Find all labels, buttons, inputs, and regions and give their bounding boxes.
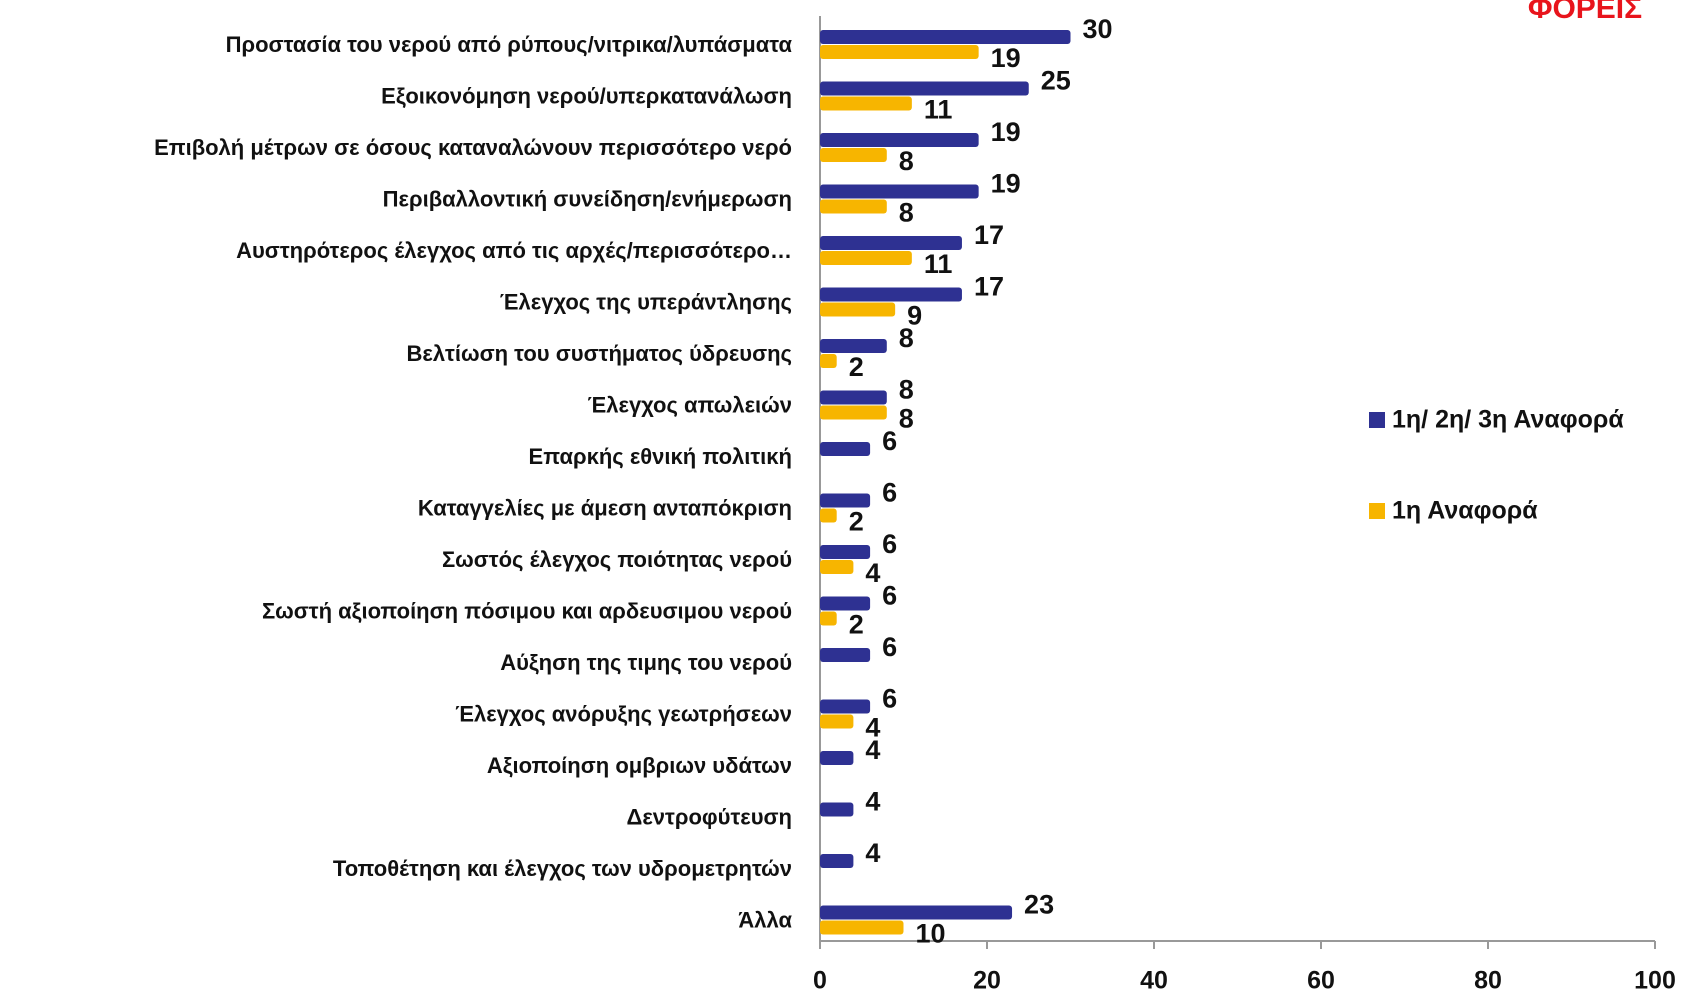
value-label: 9 bbox=[907, 301, 922, 331]
value-label: 11 bbox=[924, 95, 953, 125]
bar bbox=[820, 339, 887, 353]
category-label: Έλεγχος απωλειών bbox=[588, 392, 793, 417]
value-label: 2 bbox=[849, 610, 864, 640]
bar bbox=[820, 45, 979, 59]
bar bbox=[820, 854, 854, 868]
bar bbox=[820, 199, 887, 214]
bar bbox=[820, 905, 1013, 920]
bar bbox=[820, 184, 979, 199]
bar bbox=[820, 405, 887, 420]
category-label: Αξιοποίηση ομβριων υδάτων bbox=[487, 753, 792, 778]
value-label: 19 bbox=[991, 169, 1021, 199]
bar bbox=[820, 302, 896, 317]
bar bbox=[820, 287, 962, 302]
bar bbox=[820, 81, 1029, 96]
x-tick-label: 20 bbox=[973, 967, 1001, 995]
category-label: Προστασία του νερού από ρύπους/νιτρικα/λ… bbox=[226, 32, 793, 57]
bar bbox=[820, 751, 854, 765]
bar bbox=[820, 611, 837, 626]
bar bbox=[820, 648, 871, 662]
category-label: Άλλα bbox=[738, 907, 792, 932]
value-label: 2 bbox=[849, 507, 864, 537]
chart-title: ΦΟΡΕΙΣ bbox=[1528, 0, 1642, 25]
value-label: 23 bbox=[1024, 890, 1054, 920]
value-label: 8 bbox=[899, 146, 914, 176]
value-label: 25 bbox=[1041, 66, 1071, 96]
value-label: 6 bbox=[882, 478, 897, 508]
value-label: 6 bbox=[882, 684, 897, 714]
value-label: 8 bbox=[899, 323, 914, 353]
category-label: Βελτίωση του συστήματος ύδρευσης bbox=[406, 341, 792, 366]
category-label: Σωστός έλεγχος ποιότητας νερού bbox=[442, 547, 792, 572]
value-label: 8 bbox=[899, 404, 914, 434]
bar bbox=[820, 354, 837, 368]
value-label: 10 bbox=[916, 919, 946, 949]
bar bbox=[820, 508, 837, 523]
category-label: Έλεγχος της υπεράντλησης bbox=[500, 289, 792, 314]
legend-swatch bbox=[1369, 412, 1385, 428]
bar bbox=[820, 133, 979, 147]
bar bbox=[820, 802, 854, 817]
bar bbox=[820, 390, 887, 405]
bar bbox=[820, 714, 854, 729]
legend-swatch bbox=[1369, 503, 1385, 519]
x-tick-label: 40 bbox=[1140, 967, 1168, 995]
value-label: 4 bbox=[865, 838, 880, 868]
value-label: 6 bbox=[882, 426, 897, 456]
value-label: 17 bbox=[974, 272, 1004, 302]
category-label: Επιβολή μέτρων σε όσους καταναλώνουν περ… bbox=[154, 135, 792, 160]
category-label: Επαρκής εθνική πολιτική bbox=[529, 444, 792, 469]
bar bbox=[820, 699, 871, 714]
legend-label: 1η/ 2η/ 3η Αναφορά bbox=[1392, 406, 1624, 434]
category-label: Εξοικονόμηση νερού/υπερκατανάλωση bbox=[381, 83, 792, 108]
value-label: 17 bbox=[974, 220, 1004, 250]
category-label: Σωστή αξιοποίηση πόσιμου και αρδευσιμου … bbox=[262, 598, 792, 623]
value-label: 6 bbox=[882, 529, 897, 559]
value-label: 11 bbox=[924, 249, 953, 279]
value-label: 19 bbox=[991, 43, 1021, 73]
bar bbox=[820, 236, 962, 250]
value-label: 4 bbox=[865, 558, 880, 588]
bar bbox=[820, 96, 912, 111]
bar bbox=[820, 30, 1071, 44]
x-tick-label: 60 bbox=[1307, 967, 1335, 995]
bar bbox=[820, 493, 871, 508]
value-label: 30 bbox=[1083, 14, 1113, 44]
value-label: 19 bbox=[991, 117, 1021, 147]
bar bbox=[820, 148, 887, 162]
category-label: Δεντροφύτευση bbox=[627, 804, 792, 829]
value-label: 4 bbox=[865, 787, 880, 817]
legend-label: 1η Αναφορά bbox=[1392, 497, 1538, 525]
x-tick-label: 100 bbox=[1634, 967, 1676, 995]
bar bbox=[820, 920, 904, 935]
value-label: 8 bbox=[899, 198, 914, 228]
category-label: Καταγγελίες με άμεση ανταπόκριση bbox=[418, 495, 792, 520]
x-tick-label: 80 bbox=[1474, 967, 1502, 995]
bar bbox=[820, 596, 871, 611]
category-label: Τοποθέτηση και έλεγχος των υδρομετρητών bbox=[333, 856, 792, 881]
value-label: 4 bbox=[865, 735, 880, 765]
value-label: 4 bbox=[865, 713, 880, 743]
category-label: Περιβαλλοντική συνείδηση/ενήμερωση bbox=[383, 186, 792, 211]
value-label: 6 bbox=[882, 581, 897, 611]
category-label: Έλεγχος ανόρυξης γεωτρήσεων bbox=[455, 701, 792, 726]
x-tick-label: 0 bbox=[813, 967, 827, 995]
bar bbox=[820, 560, 854, 574]
bar bbox=[820, 442, 871, 456]
bar bbox=[820, 251, 912, 265]
value-label: 6 bbox=[882, 632, 897, 662]
category-label: Αύξηση της τιμης του νερού bbox=[500, 650, 792, 675]
value-label: 2 bbox=[849, 352, 864, 382]
bar bbox=[820, 545, 871, 559]
value-label: 8 bbox=[899, 375, 914, 405]
category-label: Αυστηρότερος έλεγχος από τις αρχές/περισ… bbox=[236, 238, 792, 263]
